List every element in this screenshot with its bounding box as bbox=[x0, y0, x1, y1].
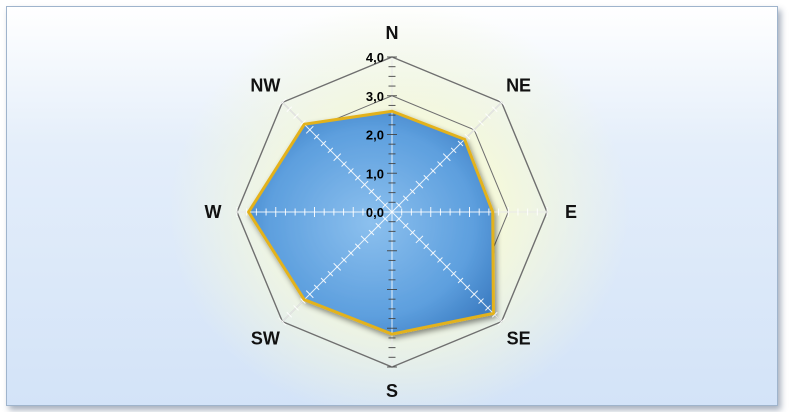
axis-tick bbox=[341, 257, 347, 263]
axis-tick bbox=[491, 106, 498, 113]
axis-tick bbox=[305, 290, 314, 299]
direction-label-SW: SW bbox=[251, 329, 280, 349]
radial-tick-label: 3,0 bbox=[366, 89, 384, 104]
data-point-NE bbox=[463, 137, 467, 141]
axis-tick bbox=[300, 120, 306, 126]
axis-tick bbox=[313, 133, 320, 140]
axis-tick bbox=[396, 216, 402, 222]
axis-tick bbox=[402, 195, 409, 202]
data-point-E bbox=[491, 210, 495, 214]
axis-tick bbox=[320, 277, 327, 284]
axis-tick bbox=[409, 229, 416, 236]
axis-tick bbox=[457, 277, 464, 284]
axis-tick bbox=[478, 120, 484, 126]
axis-tick bbox=[327, 270, 334, 277]
axis-tick bbox=[348, 250, 354, 256]
axis-tick bbox=[354, 243, 361, 250]
axis-tick bbox=[382, 202, 388, 208]
radial-tick-label: 2,0 bbox=[366, 128, 384, 143]
axis-tick bbox=[375, 222, 382, 229]
direction-label-SE: SE bbox=[507, 329, 531, 349]
data-point-N bbox=[390, 109, 394, 113]
axis-tick bbox=[478, 298, 484, 304]
axis-tick bbox=[333, 153, 342, 162]
axis-tick bbox=[360, 235, 369, 244]
axis-tick bbox=[375, 195, 382, 202]
axis-tick bbox=[305, 125, 314, 134]
axis-tick bbox=[333, 262, 342, 271]
data-point-W bbox=[247, 210, 251, 214]
data-point-SW bbox=[302, 298, 306, 302]
axis-tick bbox=[293, 305, 299, 311]
axis-tick bbox=[396, 202, 402, 208]
axis-tick bbox=[348, 168, 354, 174]
direction-label-NE: NE bbox=[506, 75, 531, 95]
axis-tick bbox=[360, 180, 369, 189]
axis-tick bbox=[423, 174, 430, 181]
axis-tick bbox=[497, 98, 506, 107]
axis-tick bbox=[402, 222, 409, 229]
axis-tick bbox=[450, 270, 457, 277]
axis-tick bbox=[491, 311, 498, 318]
axis-tick bbox=[354, 174, 361, 181]
radial-tick-label: 1,0 bbox=[366, 166, 384, 181]
axis-tick bbox=[437, 161, 443, 167]
axis-tick bbox=[437, 257, 443, 263]
data-point-S bbox=[390, 332, 394, 336]
axis-tick bbox=[368, 188, 375, 195]
axis-tick bbox=[430, 168, 436, 174]
axis-tick bbox=[450, 147, 457, 154]
axis-tick bbox=[293, 113, 299, 119]
axis-tick bbox=[382, 216, 388, 222]
axis-tick bbox=[485, 113, 491, 119]
axis-tick bbox=[300, 298, 306, 304]
axis-tick bbox=[457, 140, 464, 147]
axis-tick bbox=[415, 235, 424, 244]
radar-chart: 0,0 1,0 2,0 3,0 4,0N NE E SE S SW W NW bbox=[205, 23, 578, 401]
axis-tick bbox=[470, 125, 479, 134]
radial-tick-label: 0,0 bbox=[366, 205, 384, 220]
axis-tick bbox=[423, 243, 430, 250]
axis-tick bbox=[341, 161, 347, 167]
axis-tick bbox=[470, 290, 479, 299]
axis-tick bbox=[464, 133, 471, 140]
axis-tick bbox=[278, 98, 287, 107]
axis-tick bbox=[430, 250, 436, 256]
axis-tick bbox=[442, 262, 451, 271]
radial-tick-label: 4,0 bbox=[366, 50, 384, 65]
axis-tick bbox=[278, 317, 287, 326]
data-point-SE bbox=[491, 311, 495, 315]
axis-tick bbox=[464, 284, 471, 291]
direction-label-W: W bbox=[205, 202, 222, 222]
axis-tick bbox=[313, 284, 320, 291]
axis-tick bbox=[286, 311, 293, 318]
axis-tick bbox=[415, 180, 424, 189]
series-area bbox=[246, 109, 495, 336]
chart-frame: 0,0 1,0 2,0 3,0 4,0 N NE E SE S SW W NW bbox=[6, 6, 778, 406]
axis-tick bbox=[327, 147, 334, 154]
axis-tick bbox=[286, 106, 293, 113]
direction-label-N: N bbox=[386, 23, 399, 43]
axis-tick bbox=[320, 140, 327, 147]
direction-label-E: E bbox=[565, 202, 577, 222]
axis-tick bbox=[409, 188, 416, 195]
axis-tick bbox=[442, 153, 451, 162]
axis-tick bbox=[497, 317, 506, 326]
data-point-NW bbox=[302, 122, 306, 126]
direction-label-NW: NW bbox=[250, 75, 280, 95]
axis-tick bbox=[368, 229, 375, 236]
axis-tick bbox=[485, 305, 491, 311]
direction-label-S: S bbox=[386, 381, 398, 401]
